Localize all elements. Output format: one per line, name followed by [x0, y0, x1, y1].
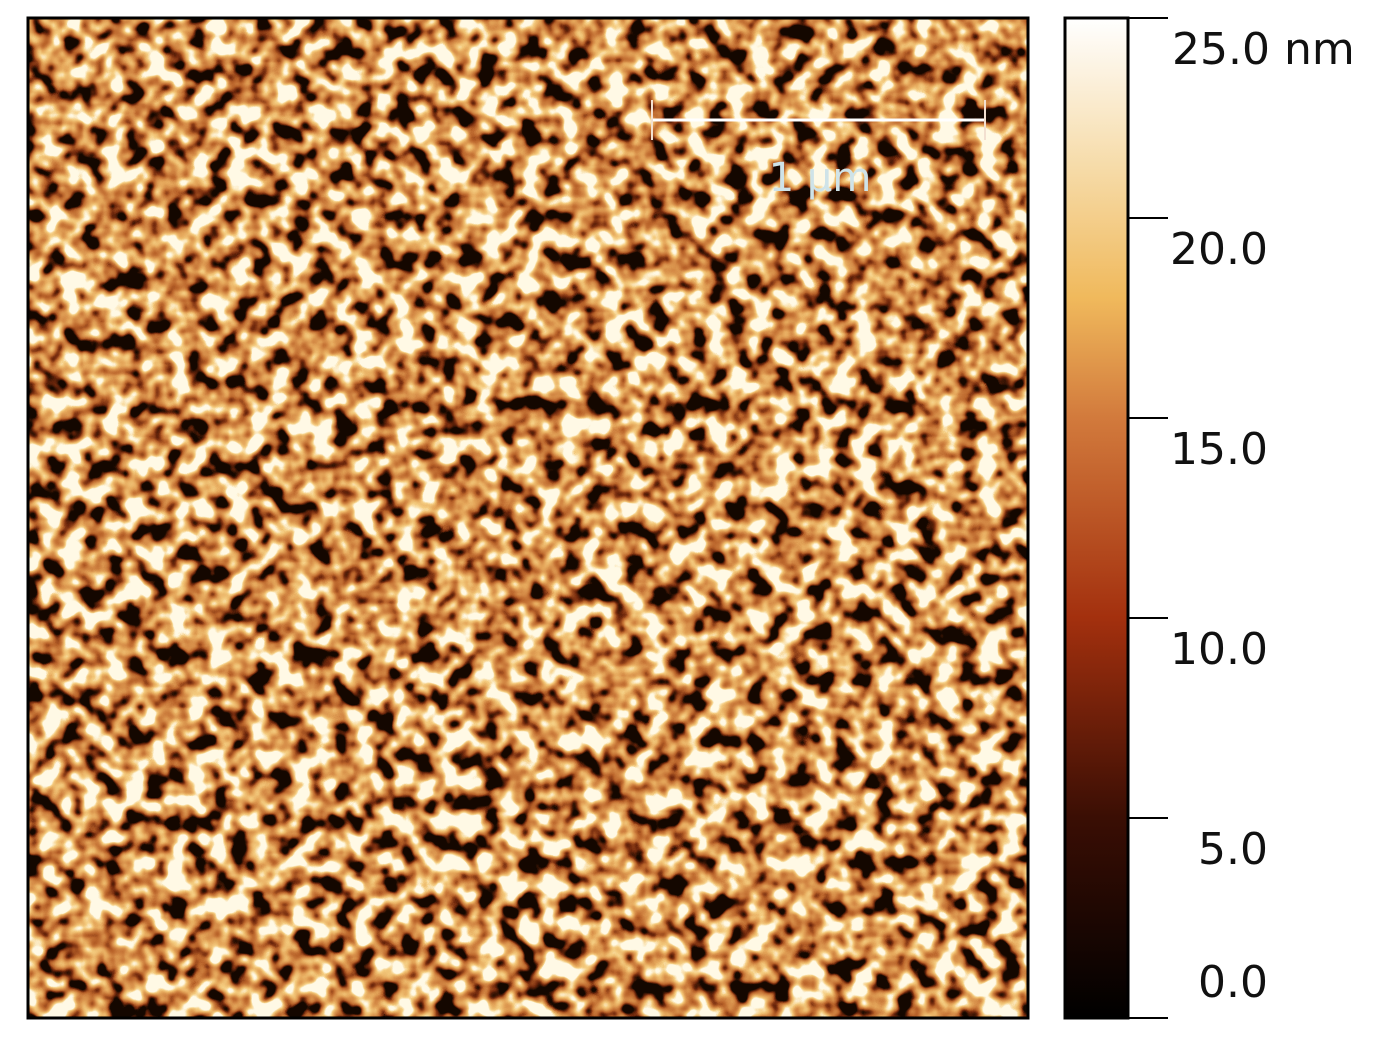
- colorbar-frame: [1063, 16, 1130, 1020]
- colorbar-tick-label: 25.0 nm: [1172, 24, 1355, 75]
- scale-bar-label: 1 µm: [769, 155, 872, 201]
- image-frame: [26, 16, 1030, 1020]
- colorbar-tick-label: 0.0: [1198, 957, 1268, 1008]
- colorbar-tick-label: 20.0: [1170, 224, 1268, 275]
- colorbar-ticks: 25.0 nm 20.0 15.0 10.0 5.0 0.0: [1128, 17, 1355, 1019]
- scale-bar: 1 µm: [651, 100, 986, 201]
- colorbar-tick-label: 10.0: [1170, 624, 1268, 675]
- afm-image: [28, 18, 1028, 1018]
- colorbar-tick-label: 15.0: [1170, 424, 1268, 475]
- colorbar-tick-label: 5.0: [1198, 824, 1268, 875]
- colorbar: [1065, 18, 1128, 1018]
